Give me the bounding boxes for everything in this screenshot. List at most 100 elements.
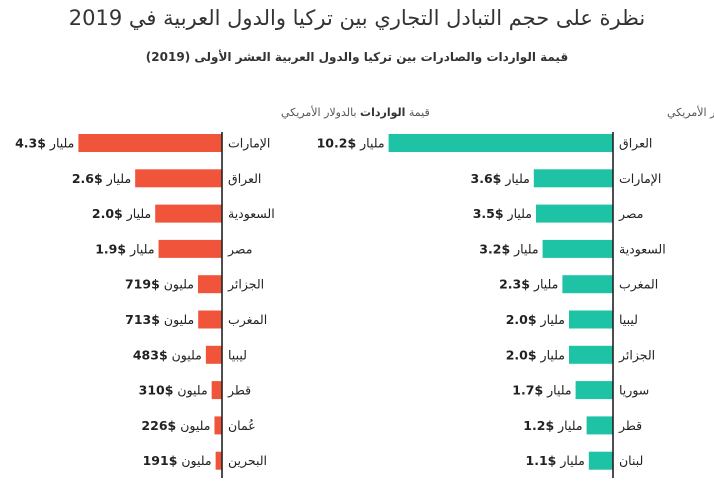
imports-category-label: قطر: [227, 383, 251, 399]
exports-value-number: $2.3: [499, 277, 530, 292]
imports-bar: [158, 239, 222, 258]
imports-category-label: ليبيا: [228, 347, 247, 362]
imports-value-number: $2.6: [72, 171, 103, 186]
exports-category-label: ليبيا: [619, 312, 638, 327]
exports-value-unit: مليار: [501, 171, 529, 187]
imports-bar: [197, 275, 222, 294]
imports-value-label: مليون $719: [125, 277, 194, 293]
imports-value-unit: مليون: [176, 418, 210, 434]
exports-bar: [562, 275, 613, 294]
imports-category-label: السعودية: [228, 206, 275, 222]
imports-value-number: $1.9: [95, 241, 126, 256]
exports-category-label: الإمارات: [619, 171, 661, 187]
imports-category-label: الإمارات: [228, 136, 270, 152]
exports-value-number: $2.0: [506, 347, 537, 362]
imports-bar: [135, 169, 222, 188]
exports-value-unit: مليار: [530, 277, 558, 293]
imports-category-label: العراق: [228, 171, 261, 187]
imports-value-number: $191: [143, 453, 178, 468]
exports-value-label: مليار $3.5: [473, 206, 532, 222]
exports-value-unit: مليار: [554, 418, 582, 434]
exports-bar: [542, 239, 613, 258]
exports-value-label: مليار $1.7: [512, 383, 571, 399]
exports-value-unit: مليار: [543, 383, 571, 399]
exports-value-number: $3.2: [479, 241, 510, 256]
exports-value-unit: مليار: [510, 241, 538, 257]
chart-title: نظرة على حجم التبادل التجاري بين تركيا و…: [68, 6, 646, 30]
exports-value-number: $1.2: [523, 418, 554, 433]
exports-panel: قيمة الصادرات بالدولار الأمريكي العراق ملي…: [317, 105, 714, 478]
exports-value-number: $1.7: [512, 383, 543, 398]
exports-value-number: $3.6: [471, 171, 502, 186]
imports-header-prefix: قيمة: [405, 106, 429, 119]
exports-value-label: مليار $3.6: [471, 171, 530, 187]
exports-value-number: $2.0: [506, 312, 537, 327]
imports-value-unit: مليون: [168, 347, 202, 363]
exports-bar: [388, 134, 613, 152]
exports-value-number: $1.1: [526, 453, 557, 468]
imports-value-number: $4.3: [15, 136, 46, 151]
exports-bar: [569, 345, 613, 364]
imports-value-number: $713: [125, 312, 160, 327]
exports-value-label: مليار $3.2: [479, 241, 538, 257]
imports-value-label: مليار $4.3: [15, 136, 74, 152]
imports-value-number: $310: [139, 383, 174, 398]
imports-value-unit: مليار: [46, 136, 74, 152]
imports-category-label: مصر: [227, 241, 252, 257]
imports-value-label: مليار $1.9: [95, 241, 154, 257]
imports-value-label: مليون $483: [133, 347, 202, 363]
imports-value-unit: مليار: [103, 171, 131, 187]
exports-value-label: مليار $2.0: [506, 347, 565, 363]
imports-header: قيمة الواردات بالدولار الأمريكي: [281, 105, 430, 119]
exports-value-number: $3.5: [473, 206, 504, 221]
exports-value-unit: مليار: [556, 453, 584, 469]
imports-value-unit: مليون: [160, 277, 194, 293]
imports-category-label: الجزائر: [227, 277, 264, 293]
imports-value-unit: مليار: [123, 206, 151, 222]
exports-value-label: مليار $1.2: [523, 418, 582, 434]
exports-category-label: لبنان: [619, 453, 643, 468]
exports-value-number: $10.2: [317, 136, 357, 151]
exports-category-label: قطر: [618, 418, 642, 434]
imports-value-label: مليار $2.0: [92, 206, 151, 222]
exports-bar: [575, 381, 613, 400]
imports-header-strong: الواردات: [360, 106, 405, 119]
imports-value-unit: مليون: [160, 312, 194, 328]
exports-category-label: السعودية: [619, 241, 666, 257]
exports-header: قيمة الصادرات بالدولار الأمريكي: [667, 105, 714, 119]
exports-value-label: مليار $2.0: [506, 312, 565, 328]
imports-bar: [198, 310, 222, 329]
imports-bar: [215, 451, 222, 470]
exports-value-label: مليار $10.2: [317, 136, 385, 152]
exports-category-label: الجزائر: [618, 347, 655, 363]
exports-header-suffix: بالدولار الأمريكي: [667, 105, 714, 119]
exports-value-unit: مليار: [537, 312, 565, 328]
imports-value-number: $719: [125, 277, 160, 292]
exports-value-unit: مليار: [356, 136, 384, 152]
exports-category-label: مصر: [618, 206, 643, 222]
imports-value-unit: مليون: [173, 383, 207, 399]
exports-bar: [536, 204, 613, 223]
imports-panel: قيمة الواردات بالدولار الأمريكي الإمارات م…: [15, 105, 430, 478]
imports-value-label: مليون $713: [125, 312, 194, 328]
imports-value-number: $2.0: [92, 206, 123, 221]
exports-bar: [588, 451, 613, 470]
imports-header-suffix: بالدولار الأمريكي: [281, 105, 360, 119]
imports-bar: [205, 345, 222, 364]
imports-category-label: عُمان: [228, 418, 256, 433]
imports-value-number: $483: [133, 347, 168, 362]
imports-value-label: مليون $226: [141, 418, 210, 434]
exports-category-label: العراق: [619, 136, 652, 152]
imports-category-label: البحرين: [228, 453, 267, 469]
chart-subtitle: قيمة الواردات والصادرات بين تركيا والدول…: [145, 50, 569, 64]
imports-value-unit: مليون: [177, 453, 211, 469]
exports-bar: [533, 169, 613, 188]
imports-value-unit: مليار: [126, 241, 154, 257]
exports-value-label: مليار $2.3: [499, 277, 558, 293]
imports-bar: [155, 204, 222, 223]
exports-category-label: سوريا: [619, 383, 649, 399]
imports-value-label: مليون $191: [143, 453, 212, 469]
exports-category-label: المغرب: [619, 277, 658, 293]
imports-bar: [214, 416, 222, 435]
